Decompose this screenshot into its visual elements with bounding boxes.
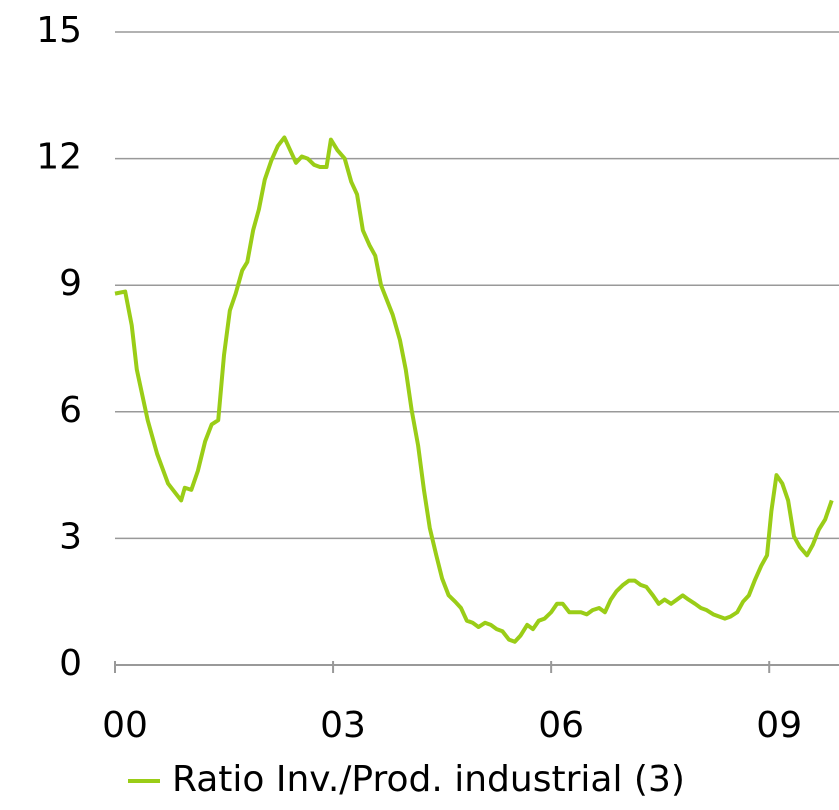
legend-label: Ratio Inv./Prod. industrial (3) — [172, 759, 685, 800]
y-tick-label: 12 — [36, 137, 82, 178]
y-tick-label: 3 — [59, 516, 82, 557]
x-tick-label: 03 — [320, 705, 366, 746]
y-tick-label: 9 — [59, 263, 82, 304]
data-line — [114, 135, 834, 644]
x-tick-label: 06 — [538, 705, 584, 746]
y-tick-label: 15 — [36, 10, 82, 51]
y-tick-label: 6 — [59, 390, 82, 431]
x-tick-label: 00 — [102, 705, 148, 746]
y-tick-label: 0 — [59, 643, 82, 684]
x-tick-label: 09 — [756, 705, 802, 746]
